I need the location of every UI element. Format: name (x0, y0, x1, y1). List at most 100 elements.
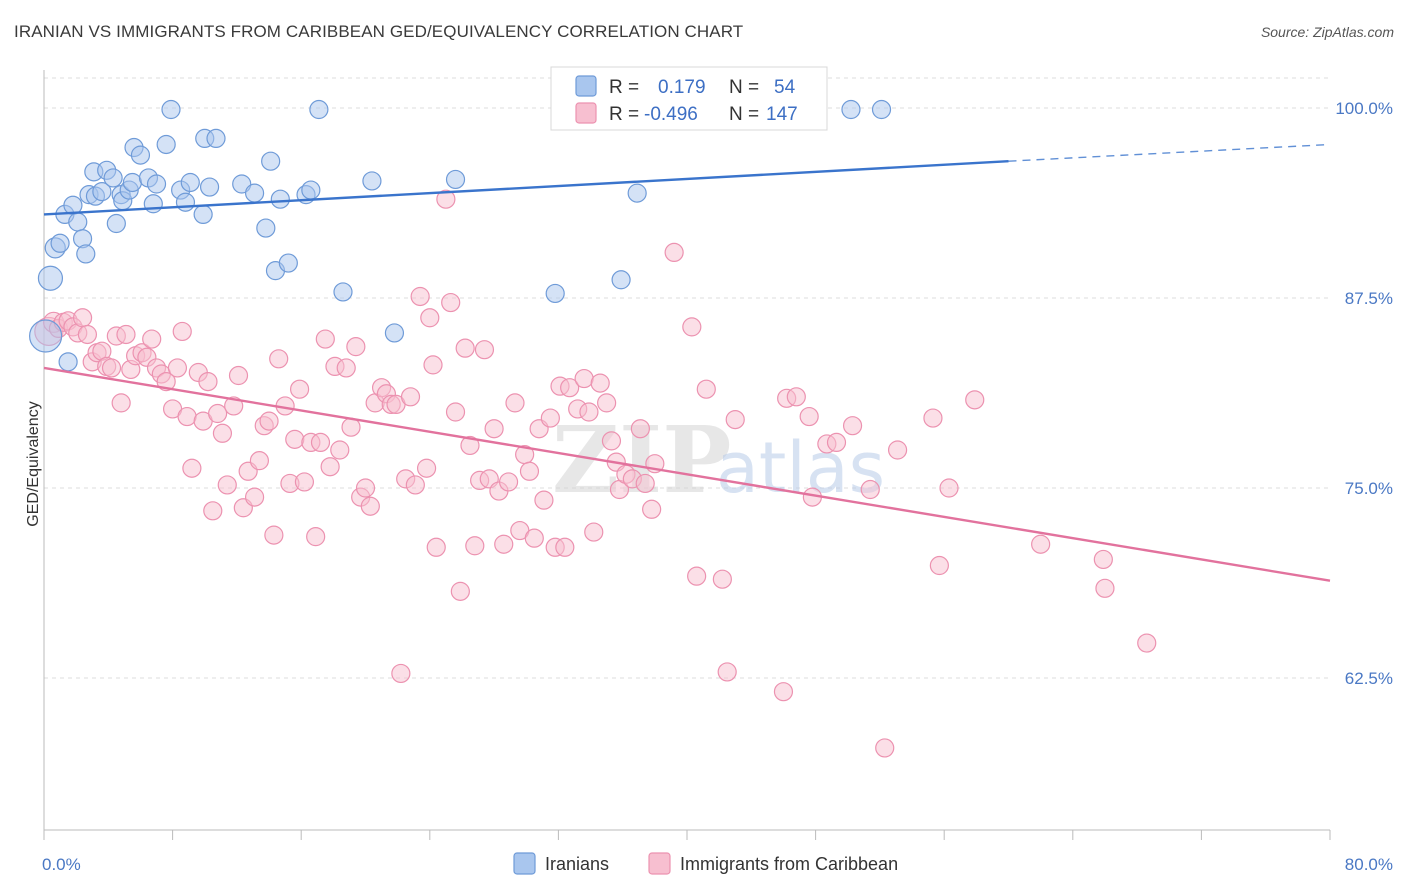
caribbean-point (712, 569, 732, 589)
caribbean-point (208, 403, 228, 424)
caribbean-point (1137, 633, 1157, 653)
caribbean-point (346, 337, 366, 357)
iranians-point (199, 177, 220, 197)
legend-swatch-caribbean (575, 102, 597, 124)
caribbean-point (182, 458, 202, 478)
caribbean-point (560, 378, 580, 398)
caribbean-point (601, 431, 622, 451)
caribbean-point (360, 496, 380, 516)
chart-title: IRANIAN VS IMMIGRANTS FROM CARIBBEAN GED… (14, 22, 744, 41)
legend-swatch-iranians (575, 75, 597, 97)
iranians-point (841, 99, 861, 120)
caribbean-point (1093, 549, 1113, 570)
caribbean-point (212, 423, 233, 443)
caribbean-point (939, 478, 959, 498)
y-tick-label: 75.0% (1345, 479, 1393, 498)
caribbean-point (320, 457, 340, 477)
y-axis-label: GED/Equivalency (25, 401, 42, 526)
iranians-point (333, 282, 353, 302)
iranians-point (37, 265, 64, 291)
iranians-point (445, 169, 466, 190)
caribbean-point (786, 387, 806, 407)
caribbean-point (249, 451, 270, 471)
caribbean-point (696, 379, 716, 399)
caribbean-point (330, 440, 350, 460)
legend-n-label-2: N = (729, 104, 759, 125)
caribbean-point (405, 475, 425, 495)
caribbean-point (923, 408, 943, 428)
caribbean-point (416, 458, 437, 478)
caribbean-point (116, 324, 136, 345)
caribbean-point (77, 324, 98, 345)
legend-n-value-2: 147 (766, 104, 798, 125)
iranians-point (76, 244, 96, 264)
caribbean-point (630, 419, 650, 439)
caribbean-point (420, 308, 440, 328)
caribbean-point (264, 525, 284, 545)
iranians-point (103, 168, 123, 188)
caribbean-point (494, 534, 514, 554)
series-legend: Iranians Immigrants from Caribbean (513, 852, 898, 875)
iranians-point (206, 128, 226, 148)
points-layer (29, 99, 1157, 758)
legend-box (550, 66, 828, 131)
caribbean-point (310, 432, 331, 452)
iranians-point (545, 283, 565, 304)
bottom-legend-label-caribbean: Immigrants from Caribbean (680, 854, 898, 874)
iranians-point (309, 99, 329, 120)
caribbean-point (584, 522, 604, 542)
iranians-trend-line (43, 160, 1009, 216)
caribbean-point (929, 555, 949, 576)
correlation-legend: R = 0.179 N = 54 R = -0.496 N = 147 (550, 66, 828, 131)
caribbean-point (574, 368, 594, 389)
caribbean-point (391, 663, 411, 684)
caribbean-point (524, 528, 544, 548)
caribbean-point (285, 429, 305, 449)
iranians-point (384, 323, 405, 343)
caribbean-point (842, 416, 863, 436)
caribbean-point (167, 358, 188, 378)
caribbean-point (426, 537, 446, 557)
caribbean-point (203, 501, 223, 521)
caribbean-point (590, 373, 610, 393)
watermark-atlas: atlas (716, 427, 885, 509)
caribbean-point (965, 390, 985, 410)
caribbean-point (635, 473, 655, 494)
iranians-point (627, 183, 647, 203)
legend-r-value-1: 0.179 (658, 77, 706, 98)
iranians-point (58, 352, 78, 372)
bottom-legend-swatch-iranians (513, 852, 536, 875)
caribbean-point (519, 461, 540, 481)
caribbean-point (142, 329, 162, 349)
iranians-point (244, 183, 265, 203)
iranians-point (261, 151, 281, 171)
caribbean-point (72, 308, 93, 328)
iranians-point (68, 212, 88, 232)
caribbean-point (860, 479, 880, 500)
caribbean-point (826, 432, 847, 452)
caribbean-point (555, 537, 575, 557)
caribbean-point (725, 410, 745, 430)
iranians-point (161, 99, 181, 120)
iranians-point (871, 99, 892, 120)
caribbean-point (579, 402, 599, 422)
caribbean-point (177, 406, 197, 427)
caribbean-point (875, 738, 895, 758)
caribbean-point (228, 365, 249, 386)
caribbean-point (111, 393, 131, 413)
caribbean-point (198, 372, 218, 392)
iranians-point (130, 145, 151, 165)
legend-r-value-2: -0.496 (644, 104, 698, 125)
iranians-point (50, 233, 70, 253)
caribbean-point (441, 292, 461, 313)
iranians-point (270, 189, 290, 209)
caribbean-point (355, 478, 376, 498)
caribbean-point (484, 419, 504, 439)
caribbean-point (498, 472, 519, 492)
caribbean-point (597, 393, 617, 413)
caribbean-point (460, 435, 480, 456)
caribbean-point (436, 189, 456, 209)
caribbean-point (410, 286, 430, 307)
y-tick-label: 62.5% (1345, 669, 1393, 688)
iranians-point (146, 174, 167, 194)
